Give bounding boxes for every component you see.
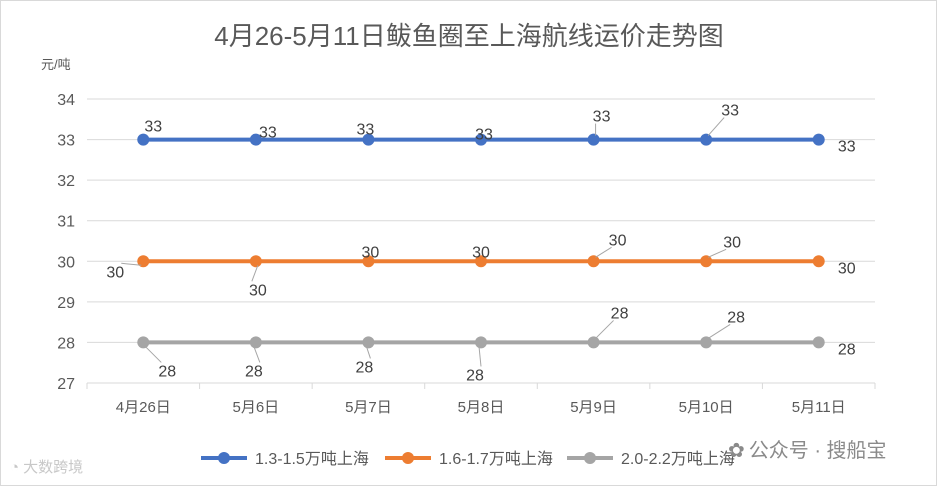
x-tick-label: 5月9日 bbox=[570, 399, 617, 416]
legend-label: 1.3-1.5万吨上海 bbox=[255, 450, 369, 468]
data-label-leader bbox=[253, 346, 261, 363]
data-point bbox=[362, 133, 375, 146]
data-label: 33 bbox=[475, 127, 493, 144]
legend-marker bbox=[218, 452, 230, 464]
y-tick-label: 28 bbox=[57, 335, 75, 352]
data-label: 30 bbox=[106, 264, 124, 281]
data-label-leader bbox=[144, 346, 162, 363]
data-point bbox=[475, 336, 487, 349]
data-label: 33 bbox=[259, 125, 277, 142]
data-label: 33 bbox=[721, 103, 739, 120]
data-label-leader bbox=[707, 324, 731, 339]
data-label: 28 bbox=[838, 341, 856, 358]
data-label: 33 bbox=[357, 122, 375, 139]
data-point bbox=[137, 133, 150, 146]
data-label-leader bbox=[478, 346, 482, 367]
x-tick-label: 4月26日 bbox=[116, 399, 171, 416]
data-label: 33 bbox=[593, 109, 611, 126]
legend-marker bbox=[402, 452, 414, 464]
data-label-leader bbox=[595, 320, 614, 339]
data-point bbox=[587, 336, 600, 349]
data-label-leader bbox=[121, 262, 142, 266]
data-point bbox=[587, 133, 600, 146]
data-label: 30 bbox=[609, 232, 627, 249]
data-point bbox=[137, 255, 150, 268]
data-label: 30 bbox=[249, 282, 267, 299]
data-point bbox=[249, 336, 262, 349]
data-label: 28 bbox=[356, 359, 374, 376]
weibo-icon: ◔ bbox=[10, 459, 20, 476]
data-label-leader bbox=[595, 246, 612, 258]
x-tick-label: 5月8日 bbox=[458, 399, 505, 416]
x-tick-label: 5月10日 bbox=[679, 399, 734, 416]
y-tick-label: 31 bbox=[57, 214, 75, 231]
data-label-leader bbox=[707, 248, 727, 258]
y-tick-label: 29 bbox=[57, 295, 75, 312]
data-label: 28 bbox=[611, 305, 629, 322]
data-point bbox=[475, 255, 487, 268]
data-point bbox=[249, 133, 262, 146]
watermark-right-text: 公众号 · 搜船宝 bbox=[748, 440, 887, 462]
data-label-leader bbox=[251, 265, 259, 282]
data-label: 30 bbox=[723, 234, 741, 251]
watermark-left: ◔ 大数跨境 bbox=[10, 456, 83, 477]
data-point bbox=[700, 255, 713, 268]
data-point bbox=[362, 255, 375, 268]
data-label-leader bbox=[707, 117, 725, 136]
data-label: 30 bbox=[472, 244, 490, 261]
data-point bbox=[812, 255, 825, 268]
data-point bbox=[249, 255, 262, 268]
x-tick-label: 5月7日 bbox=[345, 399, 392, 416]
data-point bbox=[812, 133, 825, 146]
legend-label: 1.6-1.7万吨上海 bbox=[439, 450, 553, 468]
data-label: 28 bbox=[245, 363, 263, 380]
data-label: 28 bbox=[158, 363, 176, 380]
data-point bbox=[475, 133, 487, 146]
y-tick-label: 30 bbox=[57, 254, 75, 271]
legend-label: 2.0-2.2万吨上海 bbox=[621, 450, 735, 468]
y-tick-label: 34 bbox=[57, 92, 75, 109]
y-axis-label: 元/吨 bbox=[41, 57, 71, 72]
y-tick-label: 33 bbox=[57, 133, 75, 150]
data-label-leader bbox=[365, 346, 371, 359]
data-label: 30 bbox=[838, 260, 856, 277]
wechat-icon: ✿ bbox=[728, 440, 745, 462]
data-point bbox=[812, 336, 825, 349]
data-label: 28 bbox=[466, 367, 484, 384]
data-label: 33 bbox=[144, 119, 162, 136]
data-label: 30 bbox=[362, 244, 380, 261]
watermark-right: ✿ 公众号 · 搜船宝 bbox=[728, 434, 887, 463]
data-point bbox=[700, 133, 713, 146]
data-point bbox=[137, 336, 150, 349]
legend-marker bbox=[584, 452, 596, 464]
watermark-left-text: 大数跨境 bbox=[23, 459, 84, 476]
data-point bbox=[587, 255, 600, 268]
data-label: 33 bbox=[838, 139, 856, 156]
data-point bbox=[700, 336, 713, 349]
chart-title: 4月26-5月11日鲅鱼圈至上海航线运价走势图 bbox=[214, 21, 724, 51]
y-tick-label: 27 bbox=[57, 376, 75, 393]
data-label: 28 bbox=[727, 309, 745, 326]
x-tick-label: 5月6日 bbox=[233, 399, 280, 416]
x-tick-label: 5月11日 bbox=[792, 399, 846, 416]
data-point bbox=[362, 336, 375, 349]
y-tick-label: 32 bbox=[57, 173, 75, 190]
